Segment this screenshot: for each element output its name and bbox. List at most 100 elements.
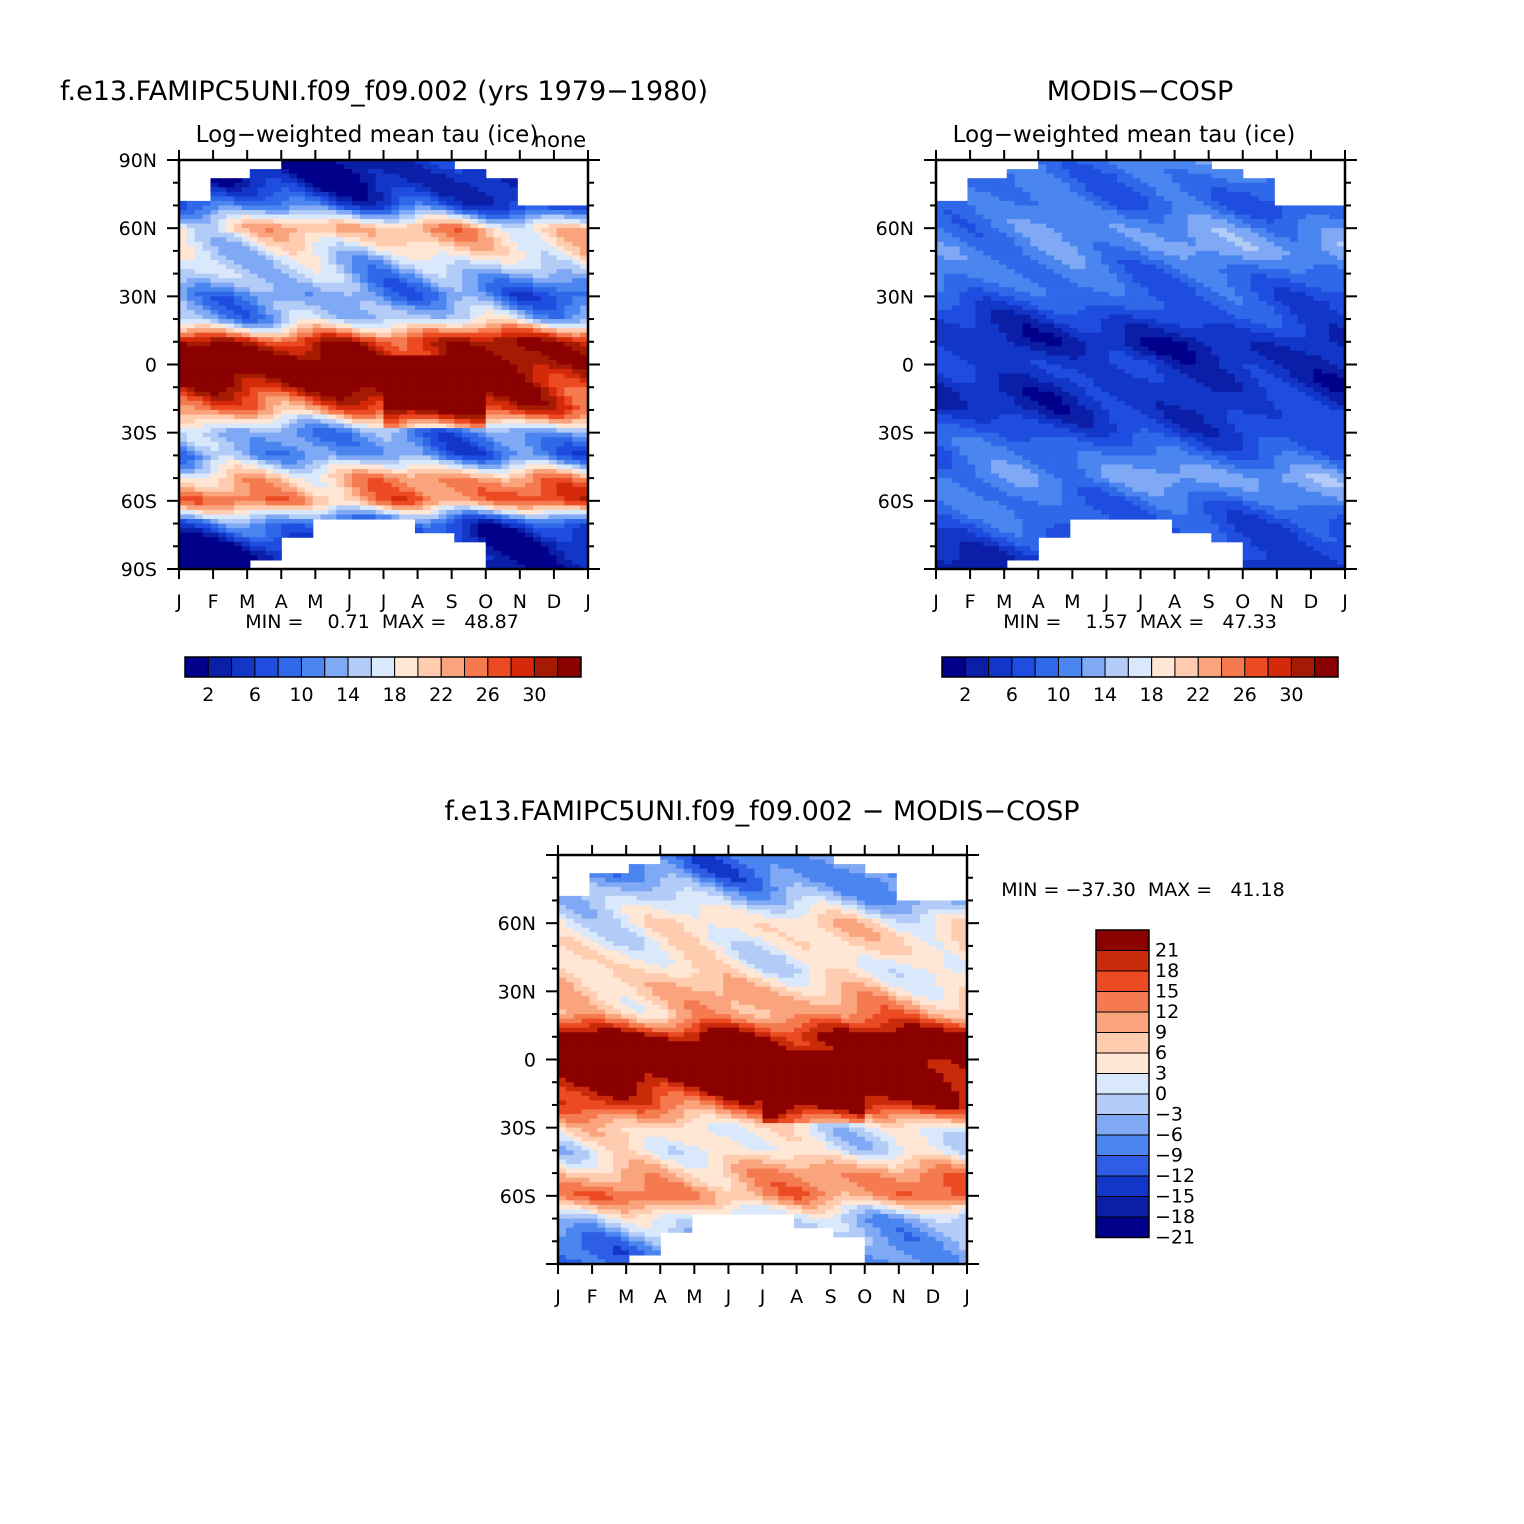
contour-cell — [281, 319, 290, 325]
contour-cell — [407, 428, 416, 434]
contour-cell — [218, 355, 227, 361]
contour-cell — [367, 241, 377, 247]
contour-cell — [501, 191, 510, 197]
contour-cell — [580, 546, 589, 552]
contour-cell — [1164, 205, 1173, 211]
contour-cell — [1187, 200, 1197, 207]
contour-cell — [328, 441, 337, 447]
contour-cell — [446, 228, 455, 234]
contour-cell — [477, 191, 487, 197]
contour-cell — [556, 205, 566, 211]
contour-cell — [998, 214, 1008, 220]
contour-cell — [414, 514, 424, 520]
contour-cell — [344, 491, 353, 497]
contour-cell — [943, 209, 953, 216]
contour-cell — [414, 341, 424, 347]
contour-cell — [352, 446, 361, 452]
contour-cell — [273, 314, 282, 320]
contour-cell — [1014, 196, 1024, 202]
contour-cell — [328, 191, 337, 197]
contour-cell — [501, 219, 510, 225]
contour-cell — [1069, 187, 1079, 193]
contour-cell — [328, 509, 337, 516]
contour-cell — [226, 432, 235, 438]
contour-cell — [320, 391, 330, 397]
colorbar-swatch — [417, 656, 442, 678]
contour-cell — [548, 419, 558, 425]
contour-cell — [194, 419, 204, 425]
contour-cell — [383, 278, 392, 284]
contour-cell — [462, 332, 471, 338]
contour-cell — [289, 505, 298, 511]
contour-cell — [454, 278, 463, 284]
contour-cell — [179, 305, 188, 311]
contour-cell — [194, 350, 204, 357]
contour-cell — [548, 519, 558, 525]
contour-cell — [422, 291, 432, 297]
contour-cell — [1077, 178, 1087, 184]
contour-cell — [234, 314, 243, 320]
contour-cell — [422, 296, 432, 302]
contour-cell — [485, 446, 495, 452]
contour-cell — [462, 305, 471, 311]
contour-cell — [265, 541, 274, 547]
contour-cell — [1250, 205, 1260, 211]
contour-cell — [328, 387, 337, 393]
contour-cell — [226, 464, 235, 470]
contour-cell — [1030, 178, 1039, 184]
contour-cell — [430, 505, 440, 511]
contour-cell — [399, 219, 408, 225]
contour-cell — [352, 291, 361, 297]
contour-cell — [241, 223, 251, 229]
contour-cell — [257, 523, 267, 529]
contour-cell — [186, 205, 196, 211]
contour-cell — [438, 459, 448, 466]
contour-cell — [289, 464, 298, 470]
contour-cell — [218, 300, 227, 307]
contour-cell — [304, 237, 314, 243]
colorbar-swatch — [487, 656, 512, 678]
contour-cell — [540, 259, 550, 266]
contour-cell — [501, 414, 510, 420]
contour-cell — [540, 373, 550, 379]
contour-cell — [517, 314, 526, 320]
contour-cell — [509, 432, 518, 438]
contour-cell — [1069, 209, 1079, 216]
contour-cell — [532, 482, 542, 488]
contour-cell — [525, 341, 534, 347]
contour-cell — [548, 219, 558, 225]
contour-cell — [210, 300, 219, 307]
contour-cell — [218, 469, 227, 475]
contour-cell — [532, 496, 542, 502]
contour-cell — [226, 237, 235, 243]
contour-cell — [391, 169, 400, 175]
contour-cell — [580, 341, 589, 347]
contour-cell — [296, 209, 306, 216]
contour-cell — [1219, 169, 1228, 175]
colorbar-swatch — [347, 656, 372, 678]
contour-cell — [391, 364, 400, 370]
contour-cell — [501, 564, 510, 570]
contour-cell — [407, 459, 416, 466]
contour-cell — [352, 264, 361, 270]
contour-cell — [375, 319, 385, 325]
contour-cell — [383, 469, 392, 475]
contour-cell — [422, 259, 432, 266]
contour-cell — [336, 478, 345, 484]
contour-cell — [1116, 209, 1126, 216]
contour-cell — [241, 523, 251, 529]
contour-cell — [580, 487, 589, 493]
contour-cell — [446, 223, 455, 229]
contour-cell — [1219, 223, 1228, 229]
contour-cell — [312, 241, 322, 247]
contour-cell — [383, 196, 392, 202]
contour-cell — [1305, 223, 1315, 229]
contour-cell — [454, 255, 463, 261]
contour-cell — [312, 373, 322, 379]
contour-cell — [289, 459, 298, 466]
contour-cell — [477, 491, 487, 497]
contour-cell — [564, 391, 573, 397]
contour-cell — [430, 205, 440, 211]
contour-cell — [525, 482, 534, 488]
contour-cell — [241, 250, 251, 257]
